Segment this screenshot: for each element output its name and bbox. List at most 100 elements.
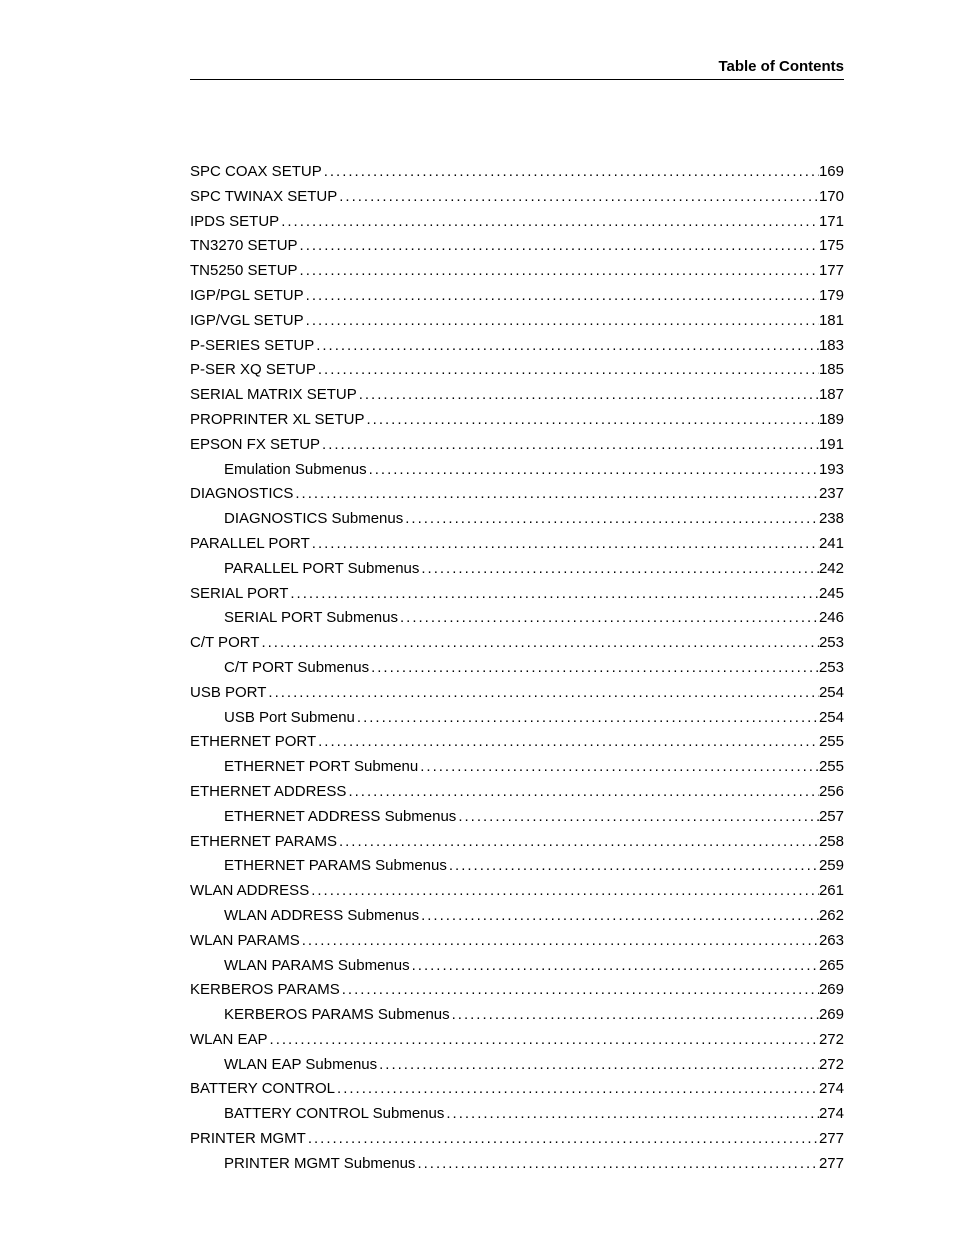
toc-entry-page: 189 xyxy=(819,412,844,427)
toc-entry: P-SERIES SETUP 183 xyxy=(190,338,844,353)
toc-entry-page: 256 xyxy=(819,784,844,799)
toc-entry-page: 191 xyxy=(819,437,844,452)
toc-entry: IPDS SETUP 171 xyxy=(190,214,844,229)
toc-entry-label: BATTERY CONTROL Submenus xyxy=(224,1106,444,1121)
toc-entry-page: 269 xyxy=(819,982,844,997)
toc-entry: C/T PORT Submenus 253 xyxy=(190,660,844,675)
toc-entry: KERBEROS PARAMS Submenus 269 xyxy=(190,1007,844,1022)
toc-entry: SPC COAX SETUP 169 xyxy=(190,164,844,179)
toc-entry: C/T PORT 253 xyxy=(190,635,844,650)
toc-leader-dots xyxy=(316,362,819,377)
toc-leader-dots xyxy=(398,610,819,625)
toc-entry-page: 272 xyxy=(819,1057,844,1072)
toc-entry-page: 265 xyxy=(819,958,844,973)
toc-leader-dots xyxy=(418,759,819,774)
toc-entry: PRINTER MGMT Submenus 277 xyxy=(190,1156,844,1171)
toc-entry-label: TN3270 SETUP xyxy=(190,238,298,253)
toc-leader-dots xyxy=(337,834,819,849)
table-of-contents: SPC COAX SETUP 169 SPC TWINAX SETUP 170 IP… xyxy=(190,164,844,1171)
toc-entry-page: 171 xyxy=(819,214,844,229)
toc-leader-dots xyxy=(367,462,819,477)
toc-entry: TN3270 SETUP 175 xyxy=(190,238,844,253)
toc-leader-dots xyxy=(316,734,819,749)
toc-entry-page: 237 xyxy=(819,486,844,501)
toc-entry-page: 187 xyxy=(819,387,844,402)
toc-entry-label: SERIAL PORT Submenus xyxy=(224,610,398,625)
toc-entry: P-SER XQ SETUP 185 xyxy=(190,362,844,377)
toc-entry: ETHERNET ADDRESS Submenus 257 xyxy=(190,809,844,824)
toc-entry-page: 170 xyxy=(819,189,844,204)
toc-entry: WLAN PARAMS 263 xyxy=(190,933,844,948)
toc-leader-dots xyxy=(279,214,819,229)
toc-entry-page: 193 xyxy=(819,462,844,477)
toc-leader-dots xyxy=(369,660,819,675)
toc-entry-label: ETHERNET PARAMS xyxy=(190,834,337,849)
toc-entry-label: P-SERIES SETUP xyxy=(190,338,314,353)
toc-entry-label: WLAN PARAMS Submenus xyxy=(224,958,410,973)
toc-entry: ETHERNET PARAMS 258 xyxy=(190,834,844,849)
toc-entry-label: ETHERNET PORT xyxy=(190,734,316,749)
toc-entry-page: 272 xyxy=(819,1032,844,1047)
toc-entry-page: 175 xyxy=(819,238,844,253)
toc-entry-page: 257 xyxy=(819,809,844,824)
toc-entry-label: Emulation Submenus xyxy=(224,462,367,477)
toc-leader-dots xyxy=(456,809,819,824)
toc-entry-label: C/T PORT Submenus xyxy=(224,660,369,675)
toc-entry-page: 179 xyxy=(819,288,844,303)
toc-leader-dots xyxy=(309,883,819,898)
toc-entry: BATTERY CONTROL Submenus 274 xyxy=(190,1106,844,1121)
toc-entry-page: 263 xyxy=(819,933,844,948)
toc-entry: WLAN EAP Submenus 272 xyxy=(190,1057,844,1072)
toc-entry-page: 169 xyxy=(819,164,844,179)
toc-entry-page: 258 xyxy=(819,834,844,849)
toc-entry-label: PARALLEL PORT Submenus xyxy=(224,561,419,576)
toc-entry-page: 274 xyxy=(819,1106,844,1121)
toc-entry-label: ETHERNET ADDRESS Submenus xyxy=(224,809,456,824)
toc-entry-label: USB PORT xyxy=(190,685,266,700)
toc-entry: IGP/PGL SETUP 179 xyxy=(190,288,844,303)
toc-entry-label: ETHERNET ADDRESS xyxy=(190,784,346,799)
toc-entry-page: 269 xyxy=(819,1007,844,1022)
toc-entry-label: SPC TWINAX SETUP xyxy=(190,189,337,204)
toc-entry-label: SERIAL PORT xyxy=(190,586,288,601)
page-header: Table of Contents xyxy=(190,58,844,80)
toc-entry-page: 262 xyxy=(819,908,844,923)
toc-entry: ETHERNET PORT Submenu 255 xyxy=(190,759,844,774)
page: Table of Contents SPC COAX SETUP 169SPC … xyxy=(0,0,954,1171)
toc-entry: EPSON FX SETUP 191 xyxy=(190,437,844,452)
toc-entry-label: PRINTER MGMT xyxy=(190,1131,306,1146)
toc-entry-page: 238 xyxy=(819,511,844,526)
toc-entry-page: 277 xyxy=(819,1131,844,1146)
toc-entry-page: 177 xyxy=(819,263,844,278)
toc-entry: IGP/VGL SETUP 181 xyxy=(190,313,844,328)
toc-entry-label: KERBEROS PARAMS xyxy=(190,982,340,997)
toc-entry: WLAN PARAMS Submenus 265 xyxy=(190,958,844,973)
toc-leader-dots xyxy=(304,313,819,328)
toc-entry-label: DIAGNOSTICS Submenus xyxy=(224,511,403,526)
toc-entry-page: 261 xyxy=(819,883,844,898)
toc-leader-dots xyxy=(298,238,819,253)
toc-leader-dots xyxy=(259,635,819,650)
toc-leader-dots xyxy=(450,1007,819,1022)
toc-entry-page: 255 xyxy=(819,759,844,774)
toc-entry-label: WLAN ADDRESS xyxy=(190,883,309,898)
toc-entry-label: IGP/PGL SETUP xyxy=(190,288,304,303)
toc-leader-dots xyxy=(340,982,819,997)
toc-entry-label: PARALLEL PORT xyxy=(190,536,310,551)
toc-leader-dots xyxy=(322,164,819,179)
toc-entry-label: IPDS SETUP xyxy=(190,214,279,229)
toc-entry-page: 183 xyxy=(819,338,844,353)
toc-leader-dots xyxy=(266,685,819,700)
toc-leader-dots xyxy=(410,958,819,973)
toc-entry: PROPRINTER XL SETUP 189 xyxy=(190,412,844,427)
toc-leader-dots xyxy=(419,561,819,576)
toc-entry: SERIAL PORT Submenus 246 xyxy=(190,610,844,625)
toc-entry: WLAN ADDRESS Submenus 262 xyxy=(190,908,844,923)
toc-leader-dots xyxy=(300,933,819,948)
toc-entry-label: PRINTER MGMT Submenus xyxy=(224,1156,415,1171)
toc-leader-dots xyxy=(403,511,819,526)
toc-entry-label: BATTERY CONTROL xyxy=(190,1081,335,1096)
toc-leader-dots xyxy=(304,288,819,303)
toc-entry: PRINTER MGMT 277 xyxy=(190,1131,844,1146)
toc-entry-label: ETHERNET PORT Submenu xyxy=(224,759,418,774)
